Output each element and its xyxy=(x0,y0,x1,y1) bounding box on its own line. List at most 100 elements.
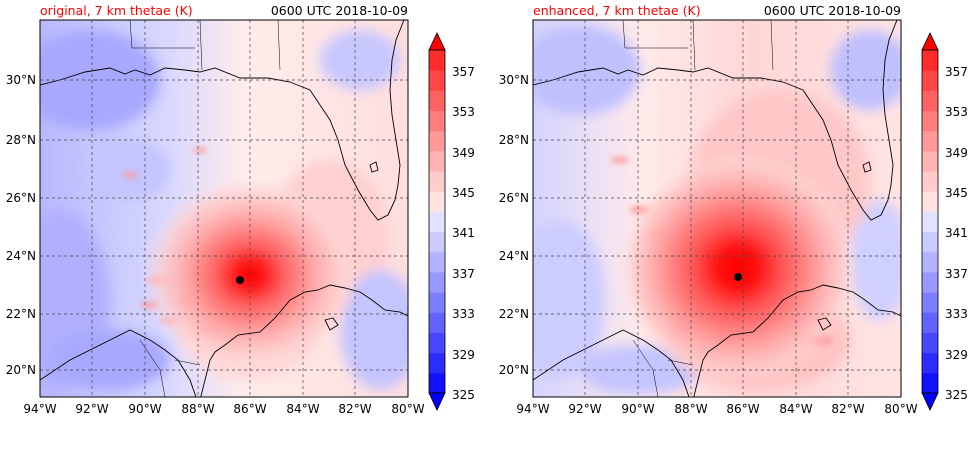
colorbar-bin xyxy=(429,352,445,374)
colorbar-bin xyxy=(429,191,445,212)
map-panel-enhanced: enhanced, 7 km thetae (K) 0600 UTC 2018-… xyxy=(499,3,968,416)
lon-tick: 94°W xyxy=(23,402,56,416)
lat-tick: 30°N xyxy=(6,73,36,87)
panel-time: 0600 UTC 2018-10-09 xyxy=(271,3,408,18)
colorbar-bin xyxy=(922,251,938,273)
graticule-original xyxy=(40,20,408,397)
colorbar-tick: 325 xyxy=(452,388,475,402)
colorbar-tick: 325 xyxy=(945,388,968,402)
lon-tick: 90°W xyxy=(621,402,654,416)
lat-axis-original: 20°N 22°N 24°N 26°N 28°N 30°N xyxy=(6,73,36,377)
colorbar-bin xyxy=(922,50,938,71)
colorbar-tick: 333 xyxy=(452,307,475,321)
lon-tick: 82°W xyxy=(831,402,864,416)
map-frame xyxy=(532,19,902,398)
lon-axis-enhanced: 94°W 92°W 90°W 88°W 86°W 84°W 82°W 80°W xyxy=(516,402,917,416)
colorbar-tick: 333 xyxy=(945,307,968,321)
colorbar-bin xyxy=(922,352,938,374)
colorbar-bin xyxy=(922,171,938,192)
lat-axis-enhanced: 20°N 22°N 24°N 26°N 28°N 30°N xyxy=(499,73,529,377)
colorbar-tick: 357 xyxy=(452,65,475,79)
colorbar-tick: 345 xyxy=(945,186,968,200)
lon-tick: 86°W xyxy=(726,402,759,416)
lon-tick: 88°W xyxy=(674,402,707,416)
thetae-field xyxy=(40,20,408,397)
colorbar-bin xyxy=(922,130,938,152)
colorbar-bin xyxy=(922,231,938,253)
colorbar-bin xyxy=(922,150,938,172)
colorbar-tick: 341 xyxy=(945,226,968,240)
graticule-enhanced xyxy=(533,20,901,397)
colorbar-tick: 357 xyxy=(945,65,968,79)
colorbar-bin xyxy=(429,130,445,152)
lon-tick: 84°W xyxy=(286,402,319,416)
colorbar-tick: 345 xyxy=(452,186,475,200)
lat-tick: 22°N xyxy=(499,307,529,321)
colorbar-tick: 353 xyxy=(945,105,968,119)
colorbar-bin xyxy=(922,271,938,293)
panel-time: 0600 UTC 2018-10-09 xyxy=(764,3,901,18)
lon-tick: 80°W xyxy=(391,402,424,416)
borders xyxy=(129,20,281,397)
colorbar-bin xyxy=(922,312,938,333)
colorbar-over-arrow xyxy=(428,32,446,51)
coastlines xyxy=(40,20,408,397)
lat-tick: 28°N xyxy=(6,133,36,147)
colorbar-tick: 337 xyxy=(452,267,475,281)
colorbar-bin xyxy=(429,50,445,71)
panel-title: enhanced, 7 km thetae (K) xyxy=(533,3,701,18)
colorbar-bin xyxy=(429,211,445,233)
storm-center-marker xyxy=(236,276,244,284)
map-panel-original: original, 7 km thetae (K) 0600 UTC 2018-… xyxy=(6,3,475,416)
map-frame xyxy=(39,19,409,398)
colorbar-bin xyxy=(429,372,445,394)
lon-tick: 80°W xyxy=(884,402,917,416)
colorbar-bin xyxy=(922,110,938,132)
colorbar-bin xyxy=(429,70,445,91)
colorbar-bin xyxy=(922,191,938,212)
lon-tick: 92°W xyxy=(75,402,108,416)
colorbar-over-arrow xyxy=(921,32,939,51)
lat-tick: 24°N xyxy=(6,249,36,263)
colorbar-bin xyxy=(429,90,445,112)
storm-center-marker xyxy=(734,273,742,281)
panel-title: original, 7 km thetae (K) xyxy=(40,3,193,18)
lon-tick: 82°W xyxy=(338,402,371,416)
colorbar-tick: 329 xyxy=(945,348,968,362)
colorbar-ticks: 357 353 349 345 341 337 333 329 325 xyxy=(452,65,475,402)
lon-axis-original: 94°W 92°W 90°W 88°W 86°W 84°W 82°W 80°W xyxy=(23,402,424,416)
colorbar-tick: 341 xyxy=(452,226,475,240)
colorbar-tick: 349 xyxy=(945,146,968,160)
colorbar-tick: 329 xyxy=(452,348,475,362)
colorbar-bin xyxy=(429,171,445,192)
colorbar-tick: 349 xyxy=(452,146,475,160)
colorbar-bin xyxy=(429,271,445,293)
colorbar-bin xyxy=(922,90,938,112)
lat-tick: 20°N xyxy=(6,363,36,377)
lat-tick: 28°N xyxy=(499,133,529,147)
thetae-field xyxy=(533,20,901,397)
lon-tick: 88°W xyxy=(181,402,214,416)
lat-tick: 22°N xyxy=(6,307,36,321)
colorbar-frame xyxy=(921,49,939,394)
lat-tick: 20°N xyxy=(499,363,529,377)
colorbar-bin xyxy=(922,70,938,91)
colorbar-tick: 337 xyxy=(945,267,968,281)
colorbar-enhanced: 357 353 349 345 341 337 333 329 325 xyxy=(921,32,968,411)
colorbar-bin xyxy=(429,231,445,253)
colorbar-original: 357 353 349 345 341 337 333 329 325 xyxy=(428,32,475,411)
colorbar-bin xyxy=(429,150,445,172)
lon-tick: 90°W xyxy=(128,402,161,416)
coastlines xyxy=(533,20,901,397)
lon-tick: 92°W xyxy=(568,402,601,416)
colorbar-bin xyxy=(429,110,445,132)
colorbar-bin xyxy=(922,372,938,394)
colorbar-bin xyxy=(922,211,938,233)
lat-tick: 26°N xyxy=(499,191,529,205)
colorbar-frame xyxy=(428,49,446,394)
colorbar-under-arrow xyxy=(428,392,446,411)
colorbar-bin xyxy=(429,251,445,273)
colorbar-bin xyxy=(922,332,938,354)
lat-tick: 24°N xyxy=(499,249,529,263)
lat-tick: 26°N xyxy=(6,191,36,205)
